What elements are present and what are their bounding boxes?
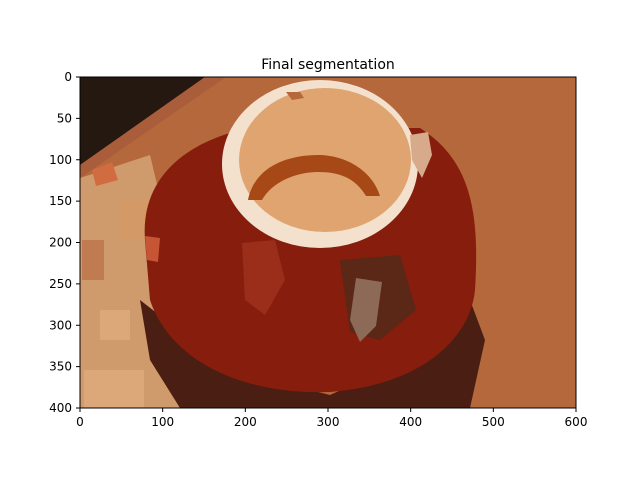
y-tick-label: 50 xyxy=(57,111,72,125)
y-tick-label: 400 xyxy=(49,401,72,415)
corner-edge-band xyxy=(80,77,226,178)
y-tick-label: 150 xyxy=(49,194,72,208)
x-tick-label: 500 xyxy=(482,415,505,429)
x-tick-label: 100 xyxy=(151,415,174,429)
rim-gap xyxy=(286,92,304,100)
x-axis: 0 100 200 300 400 500 600 xyxy=(76,408,587,429)
x-tick-label: 600 xyxy=(565,415,588,429)
x-tick-label: 400 xyxy=(399,415,422,429)
y-tick-label: 0 xyxy=(64,70,72,84)
inner-rust-band xyxy=(248,155,380,200)
plot-title: Final segmentation xyxy=(261,57,395,73)
y-tick-label: 300 xyxy=(49,318,72,332)
pot-shadow-region xyxy=(140,300,485,408)
floor-patch xyxy=(84,370,144,408)
pot-highlight-red xyxy=(145,236,160,262)
floor-patch xyxy=(82,240,104,280)
accent-patch xyxy=(92,162,118,186)
y-axis: 0 50 100 150 200 250 300 350 400 xyxy=(49,70,80,415)
segmentation-image xyxy=(80,77,576,408)
x-tick-label: 200 xyxy=(234,415,257,429)
pot-highlight-light xyxy=(350,278,382,342)
y-tick-label: 200 xyxy=(49,236,72,250)
rim-spout xyxy=(410,132,432,178)
y-tick-label: 100 xyxy=(49,153,72,167)
y-tick-label: 250 xyxy=(49,277,72,291)
x-tick-label: 0 xyxy=(76,415,84,429)
floor-patch xyxy=(100,310,130,340)
x-tick-label: 300 xyxy=(317,415,340,429)
pot-highlight xyxy=(242,240,285,315)
y-tick-label: 350 xyxy=(49,360,72,374)
